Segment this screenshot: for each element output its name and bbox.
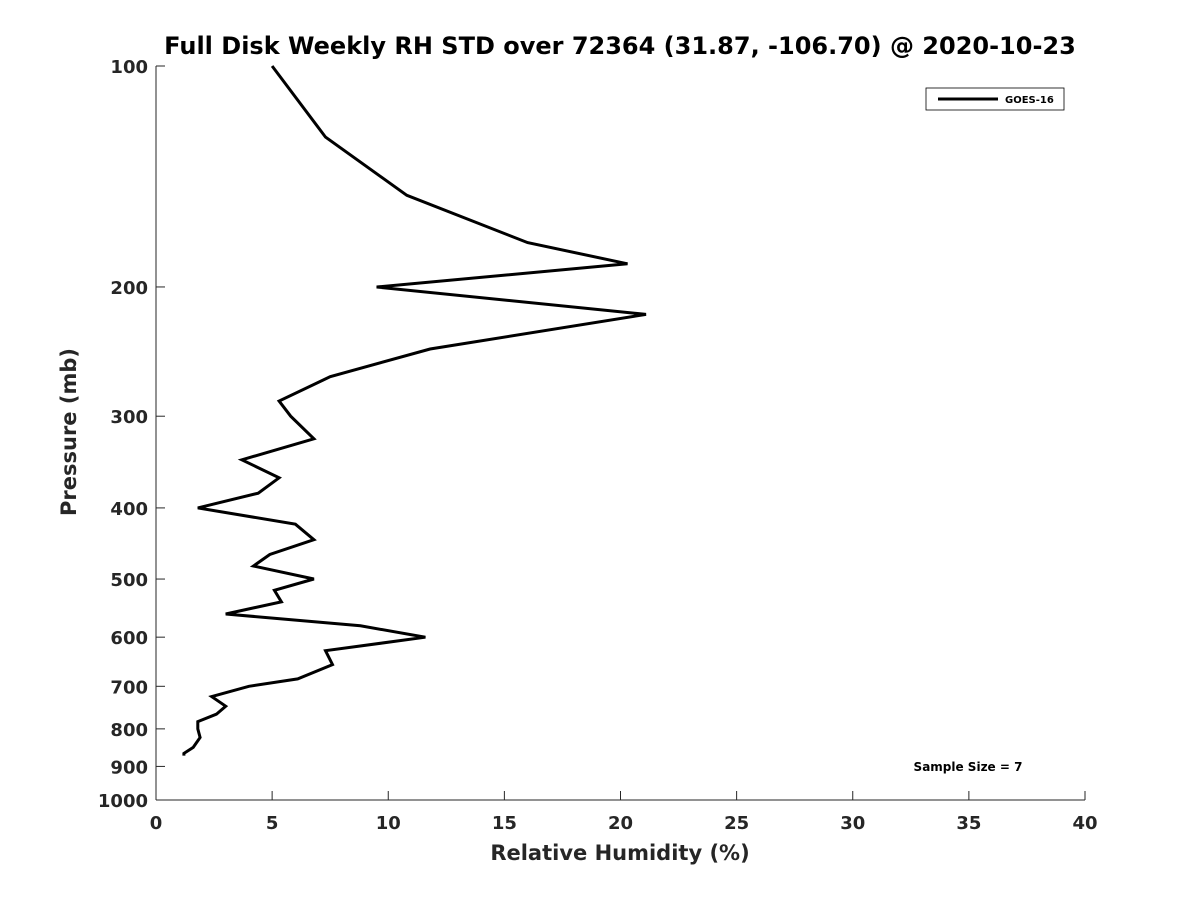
y-tick-label: 100 xyxy=(110,57,148,78)
x-tick-label: 35 xyxy=(956,813,981,834)
axes xyxy=(155,66,1085,801)
x-tick-label: 15 xyxy=(492,813,517,834)
x-tick-label: 10 xyxy=(376,813,401,834)
y-tick-label: 200 xyxy=(110,278,148,299)
y-tick-label: 300 xyxy=(110,407,148,428)
legend-label-goes-16: GOES-16 xyxy=(1005,95,1054,106)
series-line-goes-16 xyxy=(182,65,647,756)
x-tick-label: 0 xyxy=(150,813,163,834)
y-tick-label: 500 xyxy=(110,570,148,591)
y-tick-label: 400 xyxy=(110,499,148,520)
sample-size-annotation: Sample Size = 7 xyxy=(914,760,1023,774)
series-layer xyxy=(182,65,647,756)
ticks: 0 5 10 15 20 25 30 35 40 100 200 300 400 500 600 700 800… xyxy=(98,57,1098,834)
x-tick-label: 5 xyxy=(266,813,279,834)
legend: GOES-16 xyxy=(925,87,1065,111)
x-tick-label: 30 xyxy=(840,813,865,834)
y-tick-label: 700 xyxy=(110,677,148,698)
y-tick-label: 600 xyxy=(110,628,148,649)
x-tick-label: 25 xyxy=(724,813,749,834)
y-tick-label: 1000 xyxy=(98,791,148,812)
x-tick-label: 20 xyxy=(608,813,633,834)
x-axis-label: Relative Humidity (%) xyxy=(490,841,749,865)
chart-title: Full Disk Weekly RH STD over 72364 (31.8… xyxy=(164,32,1076,60)
x-tick-label: 40 xyxy=(1072,813,1097,834)
y-tick-label: 800 xyxy=(110,720,148,741)
y-tick-label: 900 xyxy=(110,757,148,778)
y-axis-label: Pressure (mb) xyxy=(57,348,81,516)
